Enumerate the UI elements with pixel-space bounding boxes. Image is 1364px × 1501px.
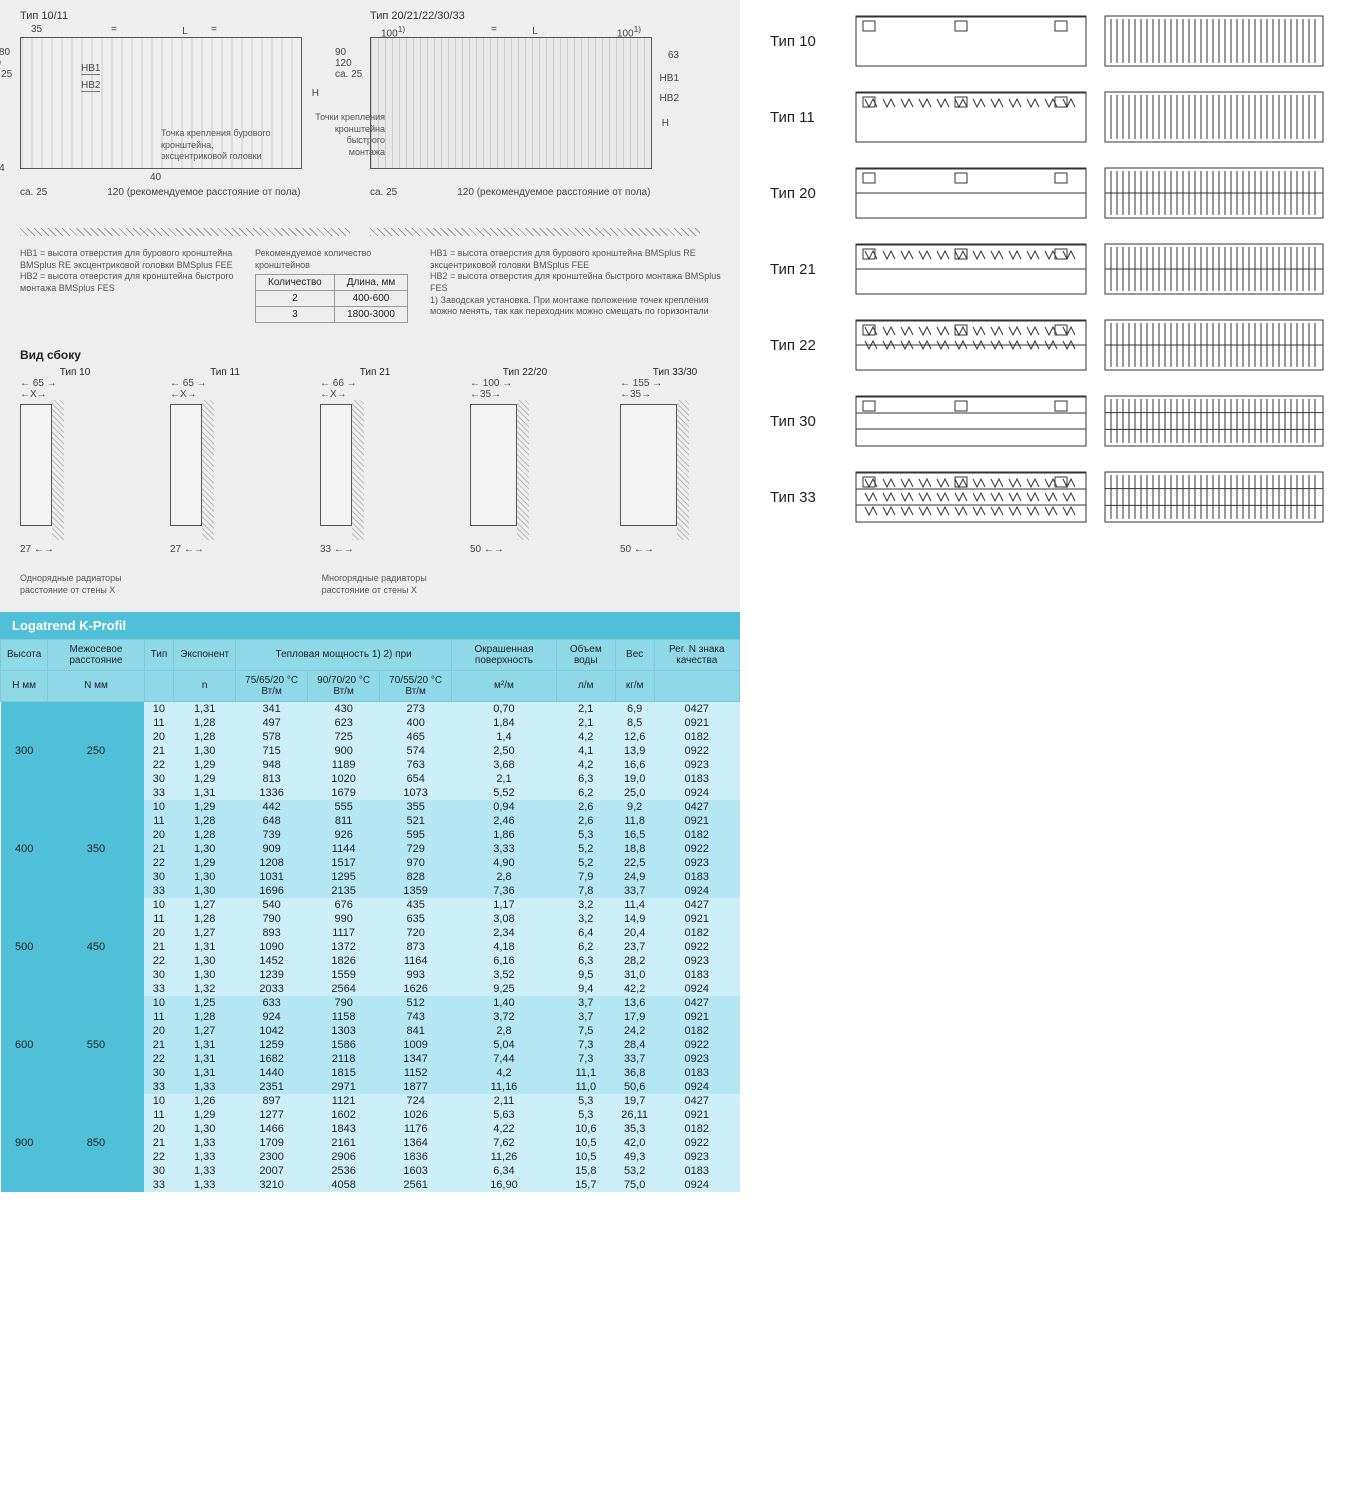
table-row: 300250101,313414302730,702,16,90427 bbox=[1, 701, 740, 716]
sideview-item: Тип 11 ← 65 →←X→ 27 ←→ bbox=[170, 367, 280, 555]
type-label: Тип 10 bbox=[770, 33, 840, 50]
reco-table: КоличествоДлина, мм 2400-600 31800-3000 bbox=[255, 274, 408, 323]
type-cross-sections: Тип 10 Тип 11 Тип 20 Тип 21 Тип 22 Тип 30 Тип … bbox=[740, 0, 1364, 612]
type-row: Тип 33 bbox=[770, 471, 1344, 523]
reco-title: Рекомендуемое количество кронштейнов bbox=[255, 248, 415, 271]
type-label: Тип 20 bbox=[770, 185, 840, 202]
type-label: Тип 22 bbox=[770, 337, 840, 354]
type-row: Тип 21 bbox=[770, 243, 1344, 295]
sideview-note-right: Многорядные радиаторы расстояние от стен… bbox=[322, 573, 427, 596]
type-label: Тип 21 bbox=[770, 261, 840, 278]
type-row: Тип 11 bbox=[770, 91, 1344, 143]
type-row: Тип 10 bbox=[770, 15, 1344, 67]
type-label: Тип 33 bbox=[770, 489, 840, 506]
hb-notes-right: HB1 = высота отверстия для бурового крон… bbox=[430, 248, 730, 323]
table-row: 400350101,294425553550,942,69,20427 bbox=[1, 800, 740, 814]
type-row: Тип 30 bbox=[770, 395, 1344, 447]
hb-notes-left: HB1 = высота отверстия для бурового крон… bbox=[20, 248, 240, 323]
table-row: 500450101,275406764351,173,211,40427 bbox=[1, 898, 740, 912]
sideview-item: Тип 21 ← 66 →←X→ 33 ←→ bbox=[320, 367, 430, 555]
table-row: 900850101,2689711217242,115,319,70427 bbox=[1, 1094, 740, 1108]
sideview-item: Тип 33/30 ← 155 →←35→ 50 ←→ bbox=[620, 367, 730, 555]
diagram-title: Тип 20/21/22/30/33 bbox=[370, 10, 700, 22]
sideview-item: Тип 22/20 ← 100 →←35→ 50 ←→ bbox=[470, 367, 580, 555]
diagram-type-10-11: Тип 10/11 L 90 80 110 са. 25 35 = = HB1 … bbox=[20, 10, 350, 236]
type-row: Тип 20 bbox=[770, 167, 1344, 219]
type-label: Тип 30 bbox=[770, 413, 840, 430]
diagram-type-20-33: Тип 20/21/22/30/33 L 90 120 са. 25 1001)… bbox=[370, 10, 700, 236]
type-row: Тип 22 bbox=[770, 319, 1344, 371]
sideview-item: Тип 10 ← 65 →←X→ 27 ←→ bbox=[20, 367, 130, 555]
diagram-title: Тип 10/11 bbox=[20, 10, 350, 22]
sideview-title: Вид сбоку bbox=[20, 348, 730, 362]
table-title: Logatrend K-Profil bbox=[0, 612, 740, 639]
type-label: Тип 11 bbox=[770, 109, 840, 126]
sideview-row: Тип 10 ← 65 →←X→ 27 ←→ Тип 11 ← 65 →←X→ 2… bbox=[20, 367, 730, 555]
sideview-note-left: Однорядные радиаторы расстояние от стены… bbox=[20, 573, 122, 596]
data-table: Высота Межосевое расстояние Тип Экспонен… bbox=[0, 639, 740, 1192]
table-row: 600550101,256337905121,403,713,60427 bbox=[1, 996, 740, 1010]
